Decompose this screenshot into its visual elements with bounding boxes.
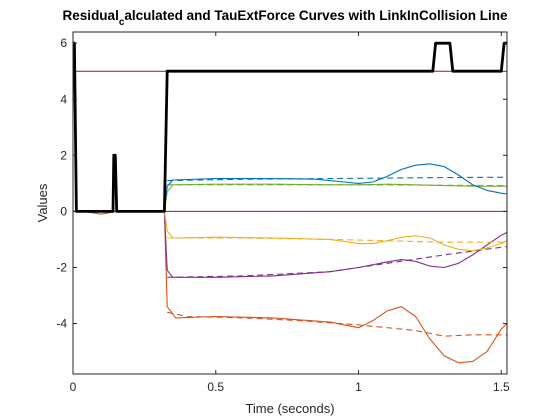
series-line-10 xyxy=(73,41,507,213)
x-tick-label: 1.5 xyxy=(493,380,510,394)
x-tick-label: 1 xyxy=(355,380,362,394)
y-tick-label: 6 xyxy=(60,36,67,50)
plot-area xyxy=(73,32,507,374)
chart-title-prefix: Residual xyxy=(63,8,119,23)
series-group xyxy=(72,41,508,364)
x-tick-label: 0.5 xyxy=(207,380,224,394)
series-line-8 xyxy=(73,163,508,212)
series-line-5 xyxy=(167,237,507,243)
y-tick-label: 0 xyxy=(60,204,67,218)
series-line-2 xyxy=(73,210,508,278)
y-axis-label: Values xyxy=(35,183,50,222)
x-axis-label: Time (seconds) xyxy=(245,401,334,416)
x-tick-label: 0 xyxy=(70,380,77,394)
y-tick-label: 2 xyxy=(60,148,67,162)
series-line-3 xyxy=(167,245,508,278)
series-line-4 xyxy=(73,210,508,252)
x-axis-ticks: 0 0.5 1 1.5 xyxy=(70,32,510,394)
series-line-9 xyxy=(167,176,508,182)
y-axis-ticks: -4 -2 0 2 4 6 xyxy=(56,36,507,331)
series-line-7 xyxy=(167,184,508,187)
chart-title-subscript: c xyxy=(119,17,125,28)
chart-title-suffix: alculated and TauExtForce Curves with Li… xyxy=(124,8,508,23)
series-line-1 xyxy=(167,311,507,337)
chart-title: Residualcalculated and TauExtForce Curve… xyxy=(63,8,508,28)
axes-box xyxy=(72,31,508,375)
y-tick-label: -2 xyxy=(56,260,67,274)
y-tick-label: 4 xyxy=(60,92,67,106)
y-tick-label: -4 xyxy=(56,317,67,331)
